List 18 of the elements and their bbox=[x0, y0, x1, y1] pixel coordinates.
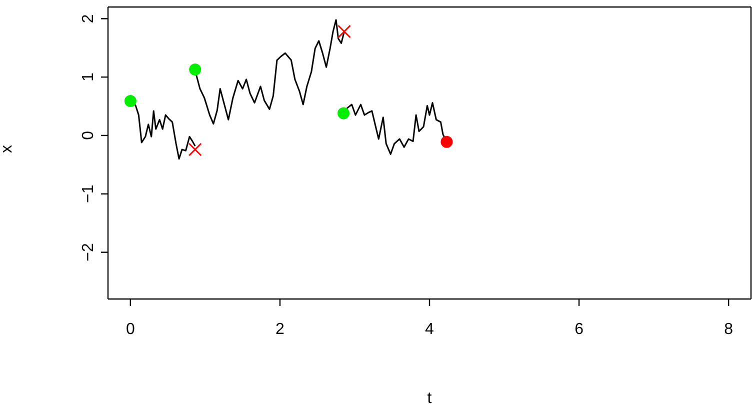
x-axis-title: t bbox=[427, 390, 432, 405]
y-axis-title: x bbox=[0, 145, 16, 153]
x-tick-label: 0 bbox=[126, 321, 135, 338]
y-tick-label: 2 bbox=[80, 14, 97, 24]
y-tick-label: −2 bbox=[80, 243, 97, 262]
x-tick-label: 6 bbox=[574, 321, 584, 338]
point bbox=[189, 63, 202, 76]
point bbox=[124, 95, 136, 108]
point bbox=[338, 24, 352, 38]
point bbox=[440, 136, 453, 148]
point bbox=[338, 107, 350, 120]
y-tick-label: −1 bbox=[80, 184, 97, 204]
x-tick-label: 2 bbox=[276, 321, 285, 338]
x-tick-label: 4 bbox=[425, 321, 434, 338]
x-tick-label: 8 bbox=[724, 321, 734, 338]
y-tick-label: 0 bbox=[80, 130, 97, 140]
point bbox=[188, 142, 202, 156]
y-tick-label: 1 bbox=[80, 72, 97, 82]
